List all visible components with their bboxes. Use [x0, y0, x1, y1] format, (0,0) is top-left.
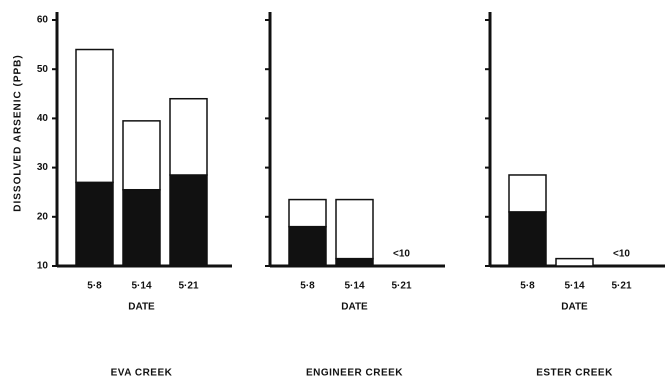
x-tick-label: 5·8 — [87, 281, 102, 292]
x-tick-label: 5·21 — [178, 281, 198, 292]
y-tick-label: 50 — [37, 64, 49, 75]
bar-segment — [122, 120, 161, 191]
x-tick-label: 5·8 — [520, 281, 535, 292]
x-axis-label: DATE — [341, 302, 368, 313]
y-tick-label: 10 — [37, 261, 49, 272]
bar-segment — [555, 257, 594, 267]
bar-segment — [335, 257, 374, 267]
y-axis-label: DISSOLVED ARSENIC (PPB) — [13, 54, 24, 211]
x-tick-label: 5·14 — [131, 281, 151, 292]
x-tick-label: 5·14 — [564, 281, 584, 292]
bar-segment — [288, 225, 327, 267]
bar-segment — [169, 174, 208, 267]
bar-segment — [508, 211, 547, 267]
panel-title: ESTER CREEK — [536, 368, 613, 379]
bar-segment — [288, 198, 327, 228]
panel-title: ENGINEER CREEK — [306, 368, 403, 379]
panel-title: EVA CREEK — [111, 368, 173, 379]
x-axis-label: DATE — [128, 302, 155, 313]
y-tick-label: 40 — [37, 113, 49, 124]
x-tick-label: 5·21 — [391, 281, 411, 292]
bar-segment — [335, 198, 374, 260]
annotation: <10 — [393, 249, 410, 260]
x-tick-label: 5·8 — [300, 281, 315, 292]
bar-segment — [508, 174, 547, 213]
bar-segment — [75, 181, 114, 267]
y-tick-label: 30 — [37, 162, 49, 173]
x-tick-label: 5·14 — [344, 281, 364, 292]
bar-segment — [75, 48, 114, 184]
bar-segment — [169, 97, 208, 176]
annotation: <10 — [613, 249, 630, 260]
bar-segment — [122, 188, 161, 267]
y-tick-label: 20 — [37, 211, 49, 222]
x-tick-label: 5·21 — [611, 281, 631, 292]
y-tick-label: 60 — [37, 15, 49, 26]
x-axis-label: DATE — [561, 302, 588, 313]
